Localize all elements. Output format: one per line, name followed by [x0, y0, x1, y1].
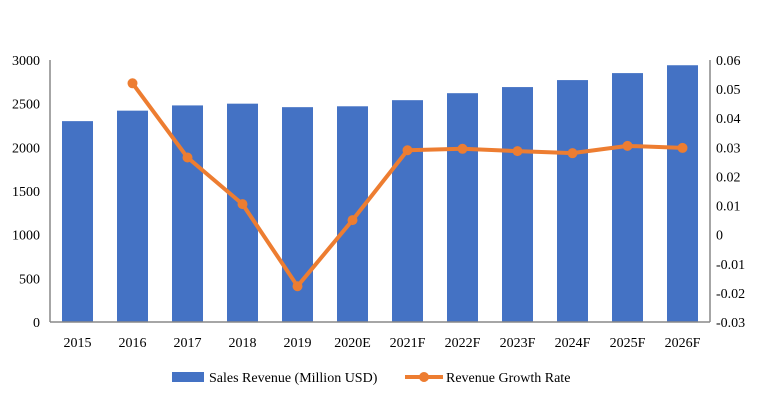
- legend-line-label: Revenue Growth Rate: [446, 371, 570, 386]
- right-tick-label: 0: [716, 229, 723, 244]
- left-tick-label: 3000: [12, 54, 40, 69]
- growth-point-2019: [292, 281, 303, 292]
- growth-point-2016: [127, 78, 138, 89]
- growth-point-2024F: [567, 148, 578, 159]
- bar-2018: [227, 103, 258, 323]
- right-tick-label: 0.03: [716, 141, 741, 156]
- growth-point-2023F: [512, 146, 523, 157]
- growth-point-2025F: [622, 140, 633, 151]
- left-tick-label: 0: [33, 316, 40, 331]
- x-tick-label: 2016: [119, 336, 147, 351]
- x-tick-label: 2026F: [665, 336, 701, 351]
- right-tick-label: 0.01: [716, 200, 741, 215]
- bar-2024F: [557, 80, 588, 322]
- growth-point-2021F: [402, 145, 413, 156]
- bar-2017: [172, 105, 203, 322]
- bar-2025F: [612, 73, 643, 322]
- x-tick-label: 2021F: [390, 336, 426, 351]
- left-tick-label: 2000: [12, 141, 40, 156]
- growth-point-2022F: [457, 143, 468, 154]
- x-tick-label: 2024F: [555, 336, 591, 351]
- left-tick-label: 500: [19, 272, 40, 287]
- bar-2016: [117, 110, 148, 322]
- bar-2020E: [337, 106, 368, 322]
- left-tick-label: 2500: [12, 98, 40, 113]
- left-tick-label: 1000: [12, 229, 40, 244]
- legend-bar-swatch: [172, 372, 204, 382]
- bar-2023F: [502, 87, 533, 322]
- legend-bar-label: Sales Revenue (Million USD): [209, 371, 378, 386]
- bar-2022F: [447, 93, 478, 322]
- right-tick-label: 0.02: [716, 170, 741, 185]
- x-tick-label: 2019: [284, 336, 312, 351]
- growth-point-2017: [182, 152, 193, 163]
- x-tick-label: 2018: [229, 336, 257, 351]
- x-tick-label: 2020E: [334, 336, 371, 351]
- right-tick-label: 0.05: [716, 83, 741, 98]
- right-tick-label: -0.02: [716, 287, 745, 302]
- growth-point-2018: [237, 199, 248, 210]
- legend-line-marker: [419, 372, 429, 382]
- right-tick-label: 0.04: [716, 112, 741, 127]
- bar-2021F: [392, 100, 423, 322]
- x-tick-label: 2017: [174, 336, 202, 351]
- growth-point-2026F: [677, 142, 688, 153]
- x-tick-label: 2025F: [610, 336, 646, 351]
- right-tick-label: 0.06: [716, 54, 741, 69]
- right-tick-label: -0.01: [716, 258, 745, 273]
- bar-2015: [62, 121, 93, 322]
- growth-point-2020E: [347, 215, 358, 226]
- right-tick-label: -0.03: [716, 316, 745, 331]
- x-tick-label: 2023F: [500, 336, 536, 351]
- left-tick-label: 1500: [12, 185, 40, 200]
- x-tick-label: 2015: [64, 336, 92, 351]
- x-tick-label: 2022F: [445, 336, 481, 351]
- bar-2026F: [667, 65, 698, 323]
